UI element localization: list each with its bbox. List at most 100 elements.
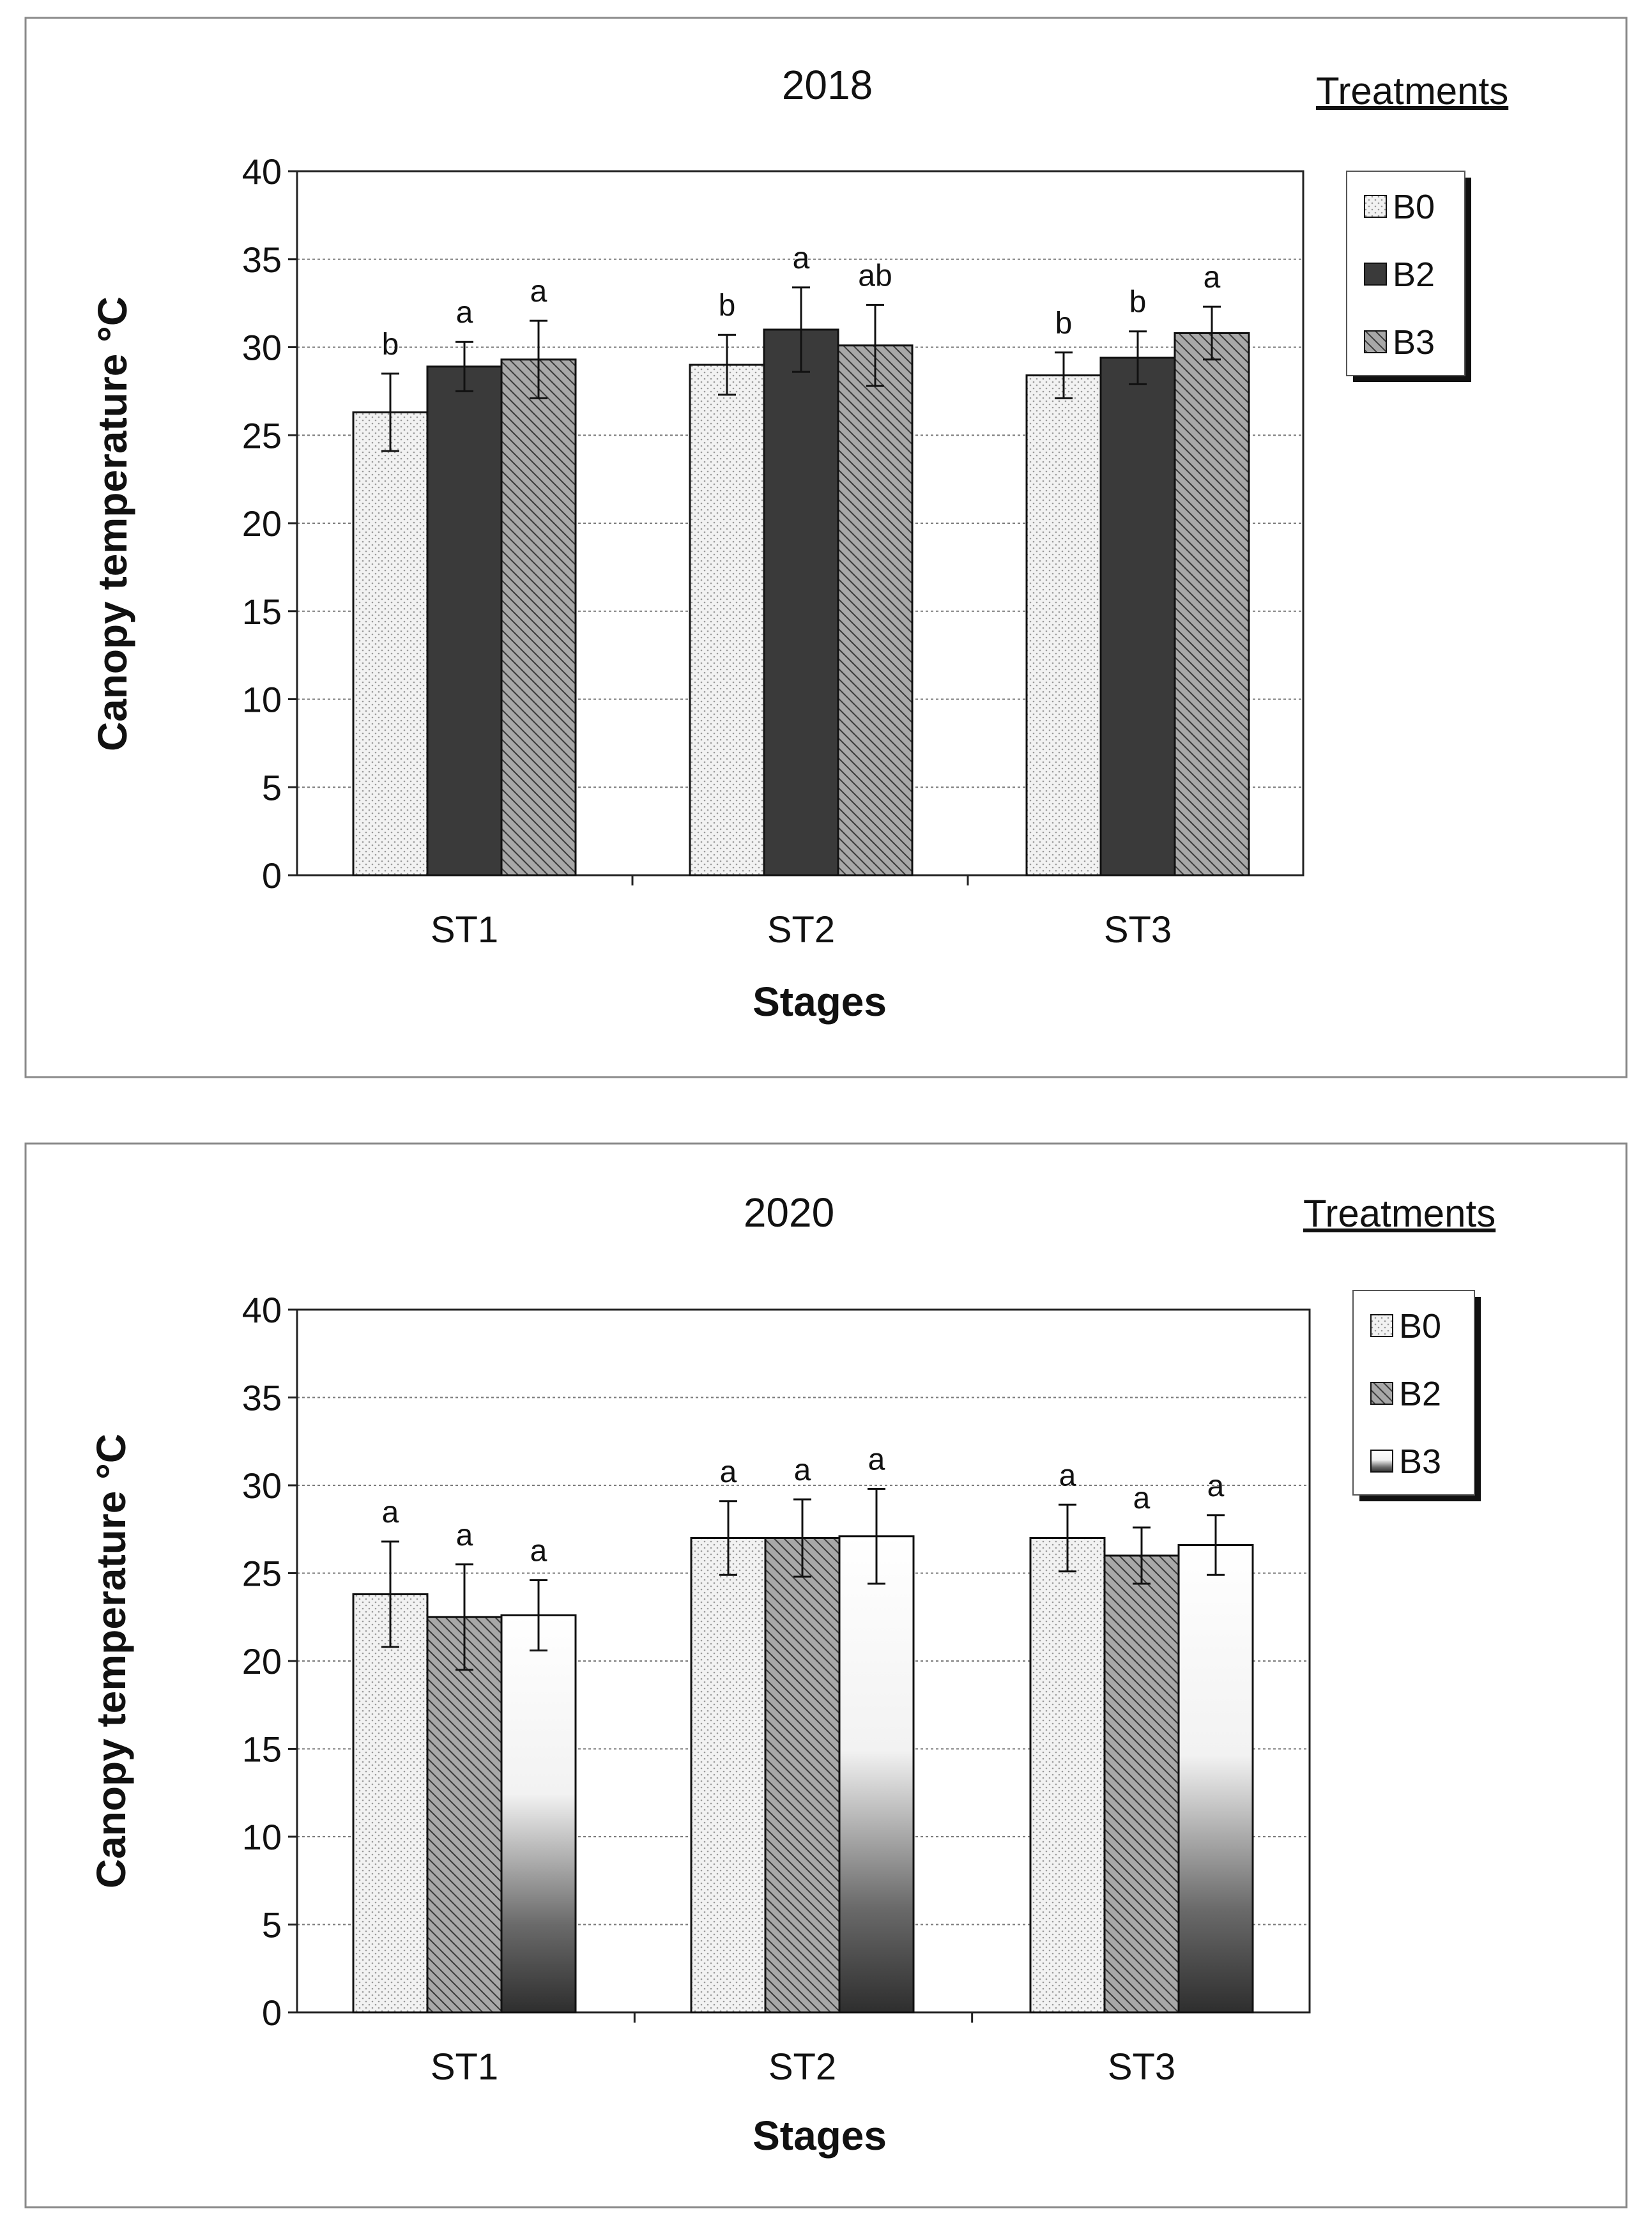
significance-letter: b [382, 328, 399, 362]
significance-letter: b [1129, 286, 1147, 319]
x-tick-label: ST1 [431, 2046, 498, 2088]
bars [352, 328, 1250, 877]
error-bar [455, 341, 473, 392]
y-tick-label: 10 [242, 1817, 282, 1857]
bar-b2-st3 [1099, 356, 1176, 877]
x-tick-labels: ST1 ST2 ST3 [431, 2012, 1175, 2088]
legend-swatch [1364, 330, 1387, 353]
bar-b0-st3 [1029, 1537, 1106, 2014]
significance-letter: a [530, 1535, 547, 1568]
error-bar [1059, 1503, 1076, 1573]
bar-b0-st3 [1025, 374, 1102, 877]
bar-b2-st2 [764, 1537, 841, 2014]
x-tick-label: ST2 [769, 2046, 836, 2088]
bar-b0-st2 [690, 1537, 767, 2014]
error-bars [381, 286, 1221, 452]
legend-item-b2: B2 [1370, 1375, 1441, 1413]
error-bar [1203, 305, 1221, 361]
legend: B0 B2 B3 [1352, 1290, 1481, 1501]
bars [352, 1535, 1254, 2014]
bar-b3-st1 [500, 1614, 577, 2014]
legend-label: B0 [1399, 1307, 1441, 1345]
y-tick-label: 40 [242, 1290, 282, 1330]
significance-letter: a [1059, 1458, 1076, 1492]
bar-b2-st1 [426, 1616, 503, 2014]
bar-b0-st1 [352, 411, 429, 877]
legend-title: Treatments [1303, 1192, 1495, 1235]
bar-b3-st2 [837, 344, 914, 877]
legend-swatch [1364, 195, 1387, 218]
legend-label: B3 [1399, 1443, 1441, 1481]
chart-title: 2020 [744, 1190, 834, 1236]
bar-b3-st2 [838, 1535, 915, 2014]
y-tick-label: 30 [242, 328, 282, 368]
x-axis-label: Stages [753, 2113, 887, 2159]
x-tick-labels: ST1 ST2 ST3 [431, 875, 1172, 951]
y-tick-label: 0 [262, 855, 282, 896]
legend-swatch [1370, 1450, 1393, 1473]
y-tick-label: 5 [262, 1905, 282, 1945]
significance-letter: a [1207, 1469, 1225, 1503]
y-tick-label: 10 [242, 680, 282, 720]
y-tick-label: 20 [242, 1641, 282, 1681]
y-tick-label: 20 [242, 503, 282, 544]
significance-letter: a [868, 1443, 885, 1477]
significance-letter: a [530, 275, 547, 309]
bar-b2-st1 [426, 365, 503, 877]
y-tick-label: 5 [262, 767, 282, 808]
significance-letter: b [719, 289, 736, 323]
error-bar [455, 1563, 473, 1671]
error-bar [866, 303, 884, 387]
x-tick-label: ST3 [1108, 2046, 1175, 2088]
y-tick-label: 35 [242, 240, 282, 280]
significance-letter: ab [858, 259, 892, 293]
error-bar [1055, 351, 1073, 399]
legend-item-b2: B2 [1364, 256, 1435, 294]
chart-title: 2018 [782, 62, 873, 108]
bar-b2-st3 [1103, 1554, 1180, 2014]
error-bar [792, 286, 810, 373]
significance-letters: a a a a a a a a a [382, 1443, 1225, 1568]
legend-item-b3: B3 [1370, 1443, 1441, 1481]
significance-letter: a [1133, 1481, 1151, 1515]
y-tick-labels: 0 5 10 15 20 25 30 35 40 [242, 1290, 297, 2033]
y-axis-label: Canopy temperature °C [89, 296, 135, 751]
error-bar [530, 1579, 547, 1651]
x-tick-label: ST1 [431, 909, 498, 951]
y-tick-label: 35 [242, 1378, 282, 1418]
error-bar [868, 1488, 885, 1585]
legend-item-b0: B0 [1364, 188, 1435, 226]
significance-letter: a [794, 1453, 811, 1487]
error-bar [1133, 1526, 1151, 1585]
significance-letter: a [456, 1519, 473, 1552]
legend-item-b0: B0 [1370, 1307, 1441, 1345]
error-bar [381, 372, 399, 452]
y-tick-label: 40 [242, 151, 282, 192]
significance-letter: b [1055, 307, 1073, 341]
y-tick-label: 0 [262, 1993, 282, 2033]
legend-label: B0 [1393, 188, 1435, 226]
y-axis-label: Canopy temperature °C [88, 1434, 134, 1888]
error-bar [1129, 330, 1147, 385]
y-tick-label: 30 [242, 1466, 282, 1506]
legend-label: B3 [1393, 323, 1435, 362]
significance-letter: a [1204, 261, 1221, 295]
y-tick-label: 25 [242, 1554, 282, 1594]
y-tick-label: 15 [242, 592, 282, 632]
legend-item-b3: B3 [1364, 323, 1435, 362]
bar-b3-st3 [1174, 332, 1250, 877]
error-bar [530, 319, 547, 399]
bar-b3-st3 [1177, 1544, 1254, 2014]
bar-b0-st1 [352, 1593, 429, 2014]
y-tick-labels: 0 5 10 15 20 25 30 35 40 [242, 151, 297, 896]
legend-swatch [1364, 263, 1387, 286]
error-bars [381, 1488, 1225, 1671]
error-bar [793, 1498, 811, 1578]
legend-label: B2 [1399, 1375, 1441, 1413]
y-tick-label: 25 [242, 415, 282, 455]
bar-b0-st2 [689, 364, 765, 877]
